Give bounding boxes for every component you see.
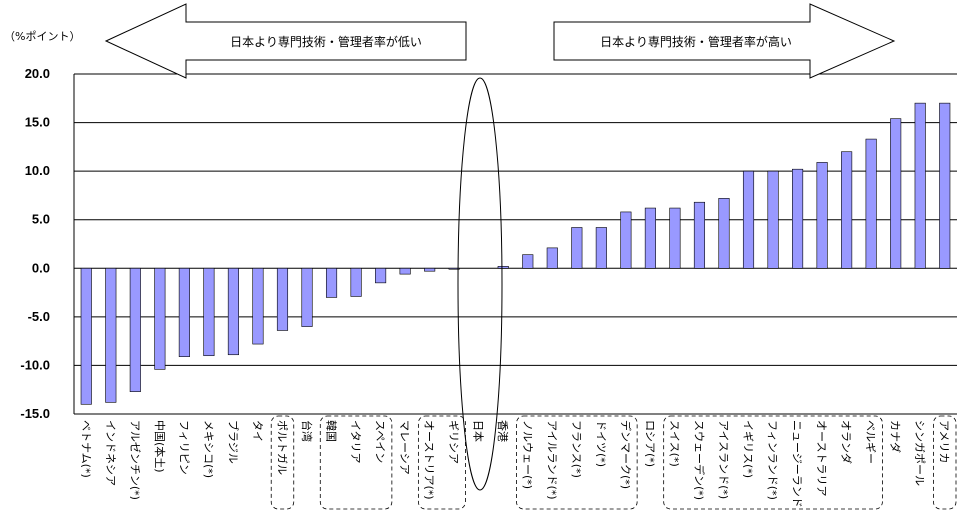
bar (497, 266, 509, 269)
bar (325, 267, 338, 298)
x-tick-label: 台湾 (300, 420, 314, 442)
x-tick-label: 香港 (496, 420, 509, 442)
x-tick-label: イギリス(*) (742, 420, 755, 478)
x-tick-label: ギリシア (447, 420, 460, 464)
x-tick-label: スペイン (374, 420, 387, 463)
bar (571, 227, 583, 269)
unit-label: （%ポイント） (4, 30, 80, 43)
x-tick-label: オーストリア(*) (423, 420, 436, 500)
y-tick-label: 15.0 (25, 115, 50, 130)
bar (252, 267, 264, 345)
x-tick-label: アイルランド(*) (545, 420, 558, 500)
japan-highlight-ellipse (457, 77, 503, 491)
bar (767, 170, 779, 269)
y-tick-label: -15.0 (20, 406, 50, 421)
bar (301, 267, 313, 327)
right-arrow-label: 日本より専門技術・管理者率が高い (600, 34, 792, 49)
bar (792, 168, 804, 269)
bar (399, 267, 411, 275)
x-tick-label: フランス(*) (570, 420, 583, 478)
category-group-bracket (516, 415, 638, 510)
category-group-bracket (417, 415, 466, 510)
bar (816, 162, 828, 269)
bar (693, 201, 706, 269)
bar (448, 267, 460, 270)
y-axis-ticks: 20.0 15.0 10.0 5.0 0.0 -5.0 -10.0 -15.0 (20, 66, 50, 421)
x-tick-label: フィンランド(*) (766, 420, 779, 500)
category-group-bracket (270, 415, 295, 510)
x-tick-label: 中国(本土) (153, 420, 167, 473)
x-tick-label: 韓国 (325, 420, 338, 442)
bar (669, 207, 681, 269)
bar (129, 267, 141, 392)
x-tick-label: ポルトガル (275, 420, 288, 475)
x-tick-label: フィリピン (177, 420, 190, 475)
x-tick-label: ベトナム(*) (79, 420, 92, 478)
x-tick-label: アメリカ (938, 420, 951, 463)
bar (914, 102, 926, 269)
bar (890, 118, 902, 269)
x-tick-label: スイス(*) (668, 420, 681, 467)
left-arrow: 日本より専門技術・管理者率が低い (104, 3, 467, 79)
y-tick-label: -10.0 (20, 357, 50, 372)
bar (841, 151, 853, 269)
bar (178, 267, 190, 357)
bar (227, 267, 239, 356)
x-tick-label: ノルウェー(*) (521, 420, 534, 489)
bar (522, 254, 534, 269)
x-tick-label: スウェーデン(*) (692, 420, 706, 500)
x-tick-label: オーストラリア (815, 420, 828, 496)
x-tick-label: アルゼンチン(*) (128, 420, 141, 500)
y-tick-label: 20.0 (25, 66, 50, 81)
x-tick-label: ロシア(*) (643, 420, 656, 467)
bar (546, 247, 558, 269)
x-tick-label: メキシコ(*) (202, 420, 215, 478)
bar (276, 267, 289, 331)
bar (865, 138, 877, 269)
bar (644, 207, 656, 269)
bar (742, 170, 755, 269)
bar (424, 267, 436, 272)
bar (154, 267, 166, 370)
y-tick-label: 0.0 (32, 260, 50, 275)
x-tick-label: ドイツ(*) (594, 420, 607, 467)
x-tick-label: シンガポール (913, 420, 926, 486)
x-tick-label: ニュージーランド (791, 420, 804, 508)
bar (80, 267, 92, 405)
x-tick-label: カナダ (889, 420, 903, 453)
right-arrow: 日本より専門技術・管理者率が高い (553, 3, 896, 79)
x-tick-label: ベルギー (864, 420, 877, 464)
bar (718, 198, 730, 269)
grid-lines (73, 73, 957, 415)
left-arrow-label: 日本より専門技術・管理者率が低い (230, 34, 422, 49)
x-tick-label: アイスランド(*) (717, 420, 730, 499)
x-tick-label: ブラジル (226, 420, 240, 464)
bar (939, 102, 951, 269)
bars (80, 102, 951, 405)
bar (203, 267, 215, 357)
x-tick-label: 日本 (472, 420, 486, 442)
bar (620, 211, 632, 269)
x-axis-categories: ベトナム(*) インドネシア アルゼンチン(*) 中国(本土) フィリピン メキシコ(*)… (79, 420, 950, 508)
x-tick-label: イタリア (349, 420, 362, 464)
category-group-bracket (933, 415, 957, 510)
x-tick-label: デンマーク(*) (619, 420, 633, 489)
y-tick-label: 5.0 (32, 212, 50, 227)
bar (375, 267, 387, 284)
x-tick-label: オランダ (840, 420, 854, 464)
y-tick-label: 10.0 (25, 163, 50, 178)
group-brackets (270, 415, 957, 510)
bar (105, 267, 117, 403)
x-tick-label: インドネシア (104, 420, 117, 486)
bar (595, 227, 607, 269)
x-tick-label: マレーシア (398, 420, 411, 475)
x-tick-label: タイ (251, 420, 264, 442)
bar (350, 267, 362, 297)
category-group-bracket (663, 415, 883, 510)
category-group-bracket (319, 415, 393, 510)
y-tick-label: -5.0 (28, 309, 50, 324)
